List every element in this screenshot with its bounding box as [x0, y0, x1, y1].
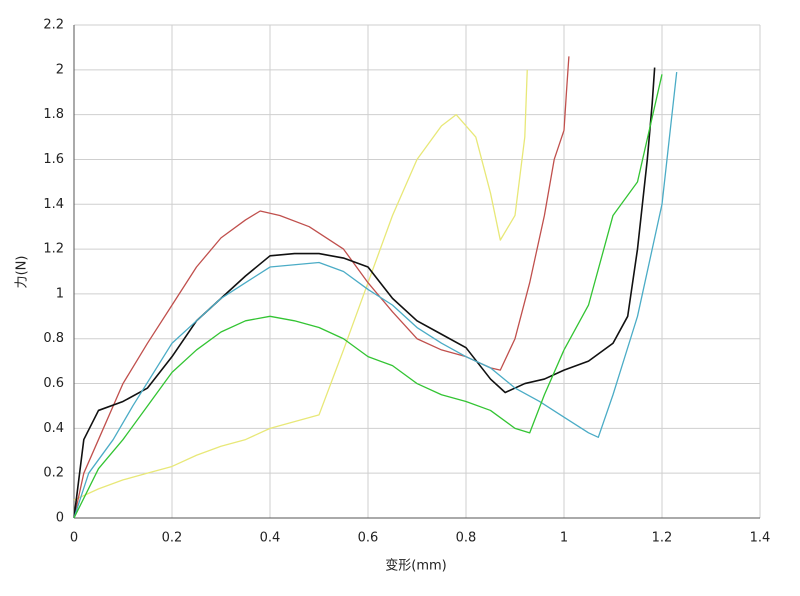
- y-tick-label: 2: [56, 62, 64, 77]
- y-tick-label: 1.4: [43, 197, 64, 212]
- x-axis-label: 变形(mm): [385, 558, 446, 574]
- x-tick-label: 0.8: [456, 531, 477, 546]
- data-line: [73, 69, 528, 501]
- data-line: [73, 74, 663, 519]
- y-tick-label: 0.4: [43, 421, 64, 436]
- x-tick-label: 0.2: [162, 531, 183, 546]
- x-tick-label: 1.4: [750, 531, 771, 546]
- y-tick-label: 1.2: [43, 242, 64, 257]
- y-tick-label: 1.8: [43, 107, 64, 122]
- x-tick-label: 1: [560, 531, 568, 546]
- x-tick-label: 0.4: [260, 531, 281, 546]
- y-tick-label: 0.2: [43, 466, 64, 481]
- y-tick-label: 0.6: [43, 376, 64, 391]
- y-tick-label: 2.2: [43, 18, 64, 33]
- y-axis-label: 力(N): [15, 256, 30, 289]
- data-line: [73, 67, 656, 519]
- data-line: [73, 71, 678, 519]
- x-tick-label: 0.6: [358, 531, 379, 546]
- y-tick-label: 0.8: [43, 331, 64, 346]
- y-tick-label: 0: [56, 511, 64, 526]
- y-tick-label: 1: [56, 286, 64, 301]
- data-line: [73, 56, 570, 519]
- y-tick-label: 1.6: [43, 152, 64, 167]
- x-tick-label: 0: [70, 531, 78, 546]
- x-tick-label: 1.2: [652, 531, 673, 546]
